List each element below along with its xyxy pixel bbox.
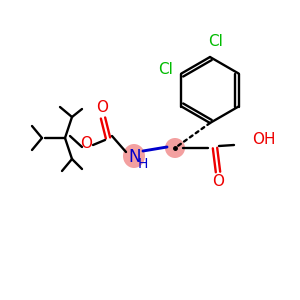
Text: Cl: Cl: [208, 34, 224, 49]
Text: N: N: [129, 148, 141, 166]
Text: O: O: [80, 136, 92, 151]
Text: OH: OH: [252, 131, 275, 146]
Text: O: O: [212, 175, 224, 190]
Text: O: O: [96, 100, 108, 116]
Text: H: H: [138, 157, 148, 171]
Ellipse shape: [123, 144, 145, 168]
Ellipse shape: [165, 138, 185, 158]
Text: Cl: Cl: [158, 62, 173, 77]
